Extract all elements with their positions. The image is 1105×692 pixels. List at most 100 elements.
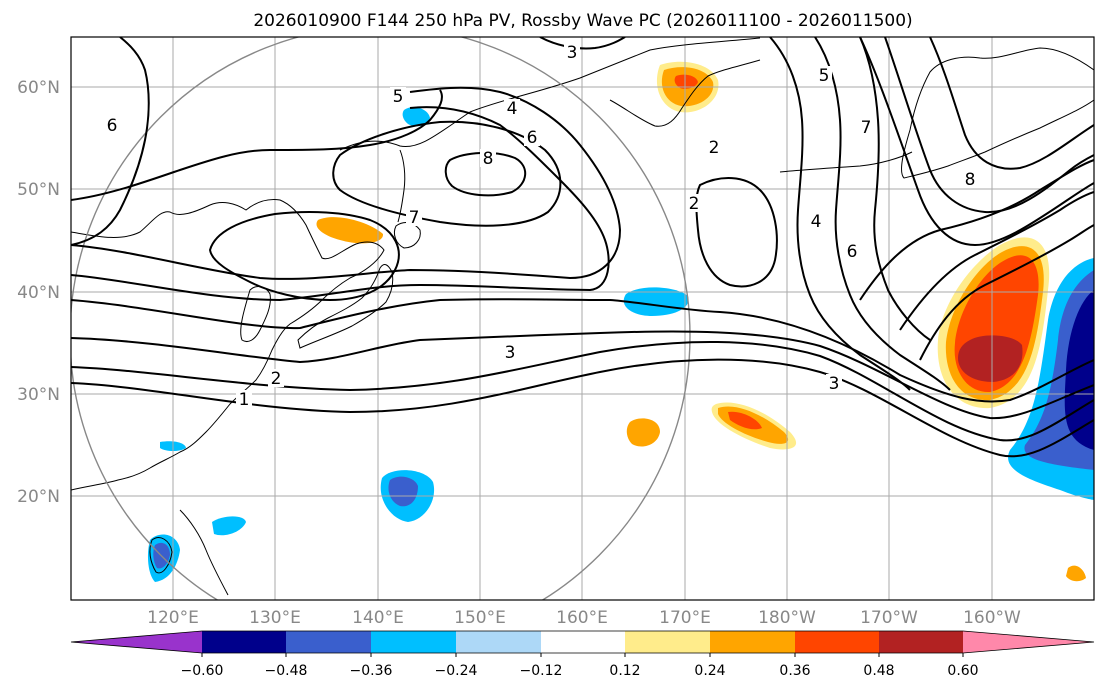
coastline-alaska: [901, 47, 1094, 179]
contour-line: [769, 37, 911, 391]
svg-text:7: 7: [409, 208, 420, 228]
coastline-okhotsk: [339, 37, 761, 151]
radius-circle: [71, 37, 691, 600]
lon-tick-label: 180°W: [758, 608, 816, 628]
map-panel: 1 2 2 2 3 3 3 4 4 5 5 6 6 6 7 7 8 8: [17, 36, 1095, 628]
colorbar-label: 0.12: [609, 663, 640, 679]
contour-label: 2: [686, 194, 702, 214]
contour-label: 7: [858, 118, 874, 138]
svg-text:1: 1: [239, 390, 250, 410]
contour-line: [919, 224, 1094, 361]
colorbar-segment: [879, 631, 963, 653]
lon-tick-label: 140°E: [352, 608, 404, 628]
negative-anomaly-blob: [623, 287, 689, 316]
contour-line: [539, 37, 626, 50]
contour-label: 6: [524, 128, 540, 148]
colorbar-segment: [71, 631, 202, 653]
colorbar-segment: [286, 631, 371, 653]
svg-text:8: 8: [483, 149, 494, 169]
coastline-sakhalin: [397, 149, 406, 223]
contour-line: [899, 191, 1094, 331]
positive-anomaly-blob: [626, 418, 660, 447]
contour-line: [859, 159, 1094, 301]
lon-tick-label: 170°W: [860, 608, 918, 628]
contour-label: 3: [826, 374, 842, 394]
colorbar-segments: [70, 630, 1095, 654]
svg-text:2: 2: [709, 138, 720, 158]
svg-text:3: 3: [829, 374, 840, 394]
contour-line: [814, 37, 951, 391]
contour-label: 2: [706, 138, 722, 158]
lon-tick-label: 170°E: [659, 608, 711, 628]
coastline-philippines: [179, 509, 229, 596]
contour-line: [695, 177, 778, 288]
svg-text:6: 6: [107, 116, 118, 136]
contour-line: [929, 37, 1094, 170]
colorbar-segment: [625, 631, 710, 653]
contour-line: [71, 106, 610, 302]
lon-tick-label: 160°E: [556, 608, 608, 628]
colorbar-segment: [795, 631, 879, 653]
svg-text:6: 6: [527, 128, 538, 148]
map-frame: [70, 36, 1095, 601]
colorbar-segment: [710, 631, 795, 653]
coastline-japan-honshu: [297, 264, 394, 349]
lon-tick-labels: 120°E 130°E 140°E 150°E 160°E 170°E 180°…: [147, 608, 1021, 628]
contour-line: [71, 37, 150, 246]
lat-tick-label: 60°N: [17, 78, 60, 98]
contour-label: 4: [808, 212, 824, 232]
contour-labels: 1 2 2 2 3 3 3 4 4 5 5 6 6 6 7 7 8 8: [104, 43, 978, 410]
lon-tick-label: 160°W: [963, 608, 1021, 628]
contour-label: 3: [564, 43, 580, 63]
contour-label: 1: [236, 390, 252, 410]
colorbar-label: 0.24: [694, 663, 725, 679]
negative-anomaly-core: [388, 476, 418, 507]
coastline-aleutians: [779, 151, 913, 173]
coastlines: [71, 37, 1094, 596]
svg-text:5: 5: [393, 87, 404, 107]
svg-text:8: 8: [965, 170, 976, 190]
svg-text:4: 4: [507, 99, 518, 119]
map-title: 2026010900 F144 250 hPa PV, Rossby Wave …: [253, 11, 912, 31]
contour-label: 8: [962, 170, 978, 190]
contour-line: [859, 37, 931, 341]
contour-label: 7: [406, 208, 422, 228]
contour-line: [71, 358, 1094, 458]
svg-text:2: 2: [689, 194, 700, 214]
contour-line: [859, 37, 1094, 247]
colorbar-label: 0.48: [863, 663, 894, 679]
coastline-taiwan: [149, 537, 173, 574]
positive-anomaly-core: [674, 74, 698, 89]
positive-anomaly-core: [728, 411, 762, 430]
contour-line: [71, 298, 1094, 403]
positive-anomaly-blob: [1066, 565, 1086, 582]
colorbar-label: −0.48: [265, 663, 308, 679]
svg-text:2: 2: [271, 369, 282, 389]
contour-label: 6: [844, 242, 860, 262]
contour-line: [71, 86, 622, 280]
lat-tick-label: 50°N: [17, 180, 60, 200]
colorbar-label: −0.12: [520, 663, 563, 679]
colorbar-segment: [371, 631, 456, 653]
colorbar-label: −0.60: [181, 663, 224, 679]
svg-text:3: 3: [567, 43, 578, 63]
lat-tick-label: 20°N: [17, 487, 60, 507]
contour-label: 8: [480, 149, 496, 169]
colorbar-label: 0.60: [947, 663, 978, 679]
svg-text:4: 4: [811, 212, 822, 232]
colorbar: −0.60 −0.48 −0.36 −0.24 −0.12 0.12 0.24 0.36 0.4…: [70, 630, 1095, 679]
negative-anomaly-blob: [212, 516, 246, 536]
colorbar-segment: [456, 631, 541, 653]
positive-anomaly-core: [958, 335, 1023, 382]
lon-tick-label: 130°E: [249, 608, 301, 628]
colorbar-segment: [963, 631, 1094, 653]
colorbar-labels: −0.60 −0.48 −0.36 −0.24 −0.12 0.12 0.24 0.36 0.4…: [181, 663, 979, 679]
negative-anomaly-blob: [402, 107, 430, 127]
colorbar-ticks: [201, 653, 964, 657]
lon-tick-label: 150°E: [454, 608, 506, 628]
svg-text:5: 5: [819, 66, 830, 86]
svg-text:7: 7: [861, 118, 872, 138]
contour-line: [71, 89, 443, 201]
colorbar-label: −0.36: [350, 663, 393, 679]
